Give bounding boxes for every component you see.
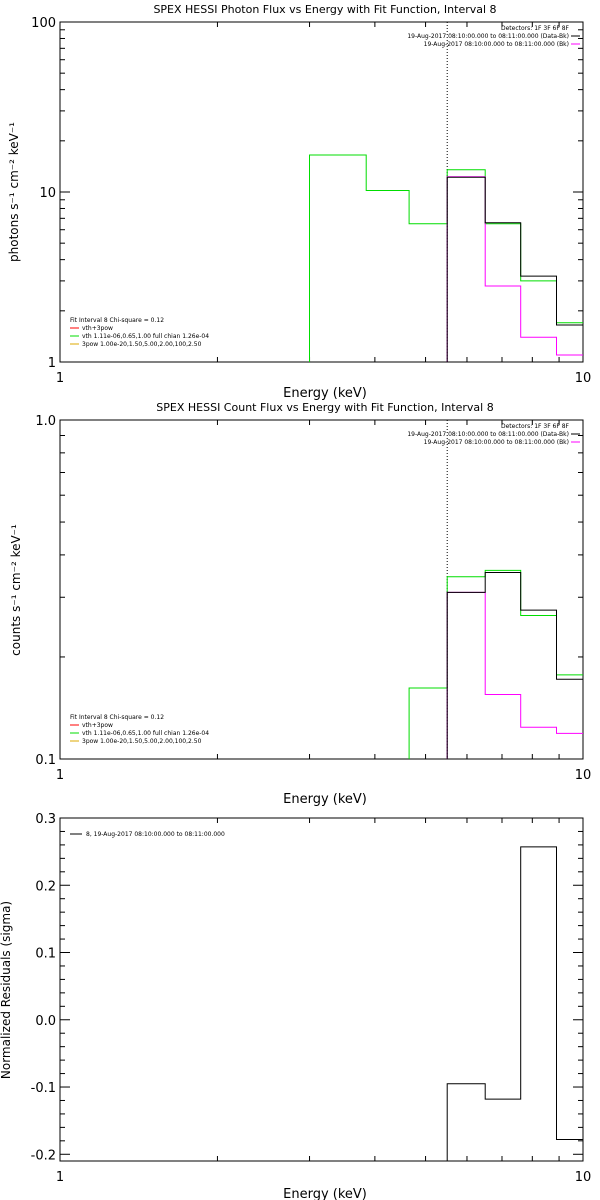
photon-series-vth-3pow [309,154,583,362]
residuals-y-tick-label: 0.3 [35,812,56,827]
residuals-y-tick-label: -0.2 [31,1148,56,1163]
residuals-y-tick-label: 0.2 [35,879,56,894]
count-series-data-bk [446,572,583,759]
photon-y-tick-label: 100 [31,16,56,31]
count-legend-entry: 19-Aug-2017 08:10:00.000 to 08:11:00.000… [424,439,569,446]
residuals-plot-frame [59,817,584,1162]
photon-legend-entry: 19-Aug-2017 08:10:00.000 to 08:11:00.000… [407,33,569,40]
count-x-axis-label: Energy (keV) [283,792,367,807]
count-flux-panel: SPEX HESSI Count Flux vs Energy with Fit… [9,401,591,807]
residuals-legend-entry: 8, 19-Aug-2017 08:10:00.000 to 08:11:00.… [86,831,225,838]
photon-series-data-bk [446,176,583,362]
residuals-x-axis-label: Energy (keV) [283,1187,367,1200]
photon-fit-legend-entry: 3pow 1.00e-20,1.50,5.00,2.00,100,2.50 [82,341,202,348]
count-fit-legend-entry: Fit Interval 8 Chi-square = 0.12 [70,714,164,721]
count-chart-marks: 1 100.11.0 Detectors: 1F 3F 6F 8F19-Aug-20… [35,414,591,783]
residuals-y-tick-label: 0.1 [35,947,56,962]
residuals-y-axis-label: Normalized Residuals (sigma) [0,901,13,1079]
photon-legend-entry: 19-Aug-2017 08:10:00.000 to 08:11:00.000… [424,41,569,48]
residuals-y-tick-label: 0.0 [35,1014,56,1029]
photon-plot-frame [59,21,584,363]
count-x-tick-label: 10 [575,768,592,783]
photon-fit-legend-entry: vth 1.11e-06,0.65,1.00 full chian 1.26e-… [82,333,209,340]
photon-y-axis-label: photons s⁻¹ cm⁻² keV⁻¹ [7,122,21,262]
count-x-tick-label: 1 [56,768,64,783]
count-y-axis-label: counts s⁻¹ cm⁻² keV⁻¹ [9,524,23,656]
count-legend-entry: Detectors: 1F 3F 6F 8F [501,423,570,430]
photon-x-axis-label: Energy (keV) [283,386,367,401]
photon-flux-panel: SPEX HESSI Photon Flux vs Energy with Fi… [7,3,591,401]
photon-y-tick-label: 10 [39,186,56,201]
photon-series-bk [446,176,583,362]
count-legend-entry: 19-Aug-2017 08:10:00.000 to 08:11:00.000… [407,431,569,438]
photon-x-tick-label: 10 [575,371,592,386]
count-y-tick-label: 1.0 [35,414,56,429]
count-fit-legend-entry: vth+3pow [82,722,113,729]
residuals-y-tick-label: -0.1 [31,1081,56,1096]
residuals-panel: 1 10 -0.2 -0.1 0.0 0.1 0.2 0.3 8, 19-Aug-2017 08… [0,812,591,1200]
residuals-series-residual [446,846,583,1161]
photon-x-tick-label: 1 [56,371,64,386]
count-series-bk [446,591,583,759]
residuals-x-tick-label: 1 [56,1170,64,1185]
count-fit-legend-entry: 3pow 1.00e-20,1.50,5.00,2.00,100,2.50 [82,738,202,745]
photon-legend-entry: Detectors: 1F 3F 6F 8F [501,25,570,32]
photon-chart-title: SPEX HESSI Photon Flux vs Energy with Fi… [153,3,496,16]
residuals-chart-marks: 1 10 -0.2 -0.1 0.0 0.1 0.2 0.3 8, 19-Aug-2017 08… [31,812,592,1185]
photon-y-tick-label: 1 [48,356,56,371]
count-plot-frame [59,419,584,760]
photon-fit-legend-entry: vth+3pow [82,325,113,332]
photon-fit-legend-entry: Fit Interval 8 Chi-square = 0.12 [70,317,164,324]
count-y-tick-label: 0.1 [35,753,56,768]
count-chart-title: SPEX HESSI Count Flux vs Energy with Fit… [156,401,493,414]
residuals-x-tick-label: 10 [575,1170,592,1185]
count-fit-legend-entry: vth 1.11e-06,0.65,1.00 full chian 1.26e-… [82,730,209,737]
